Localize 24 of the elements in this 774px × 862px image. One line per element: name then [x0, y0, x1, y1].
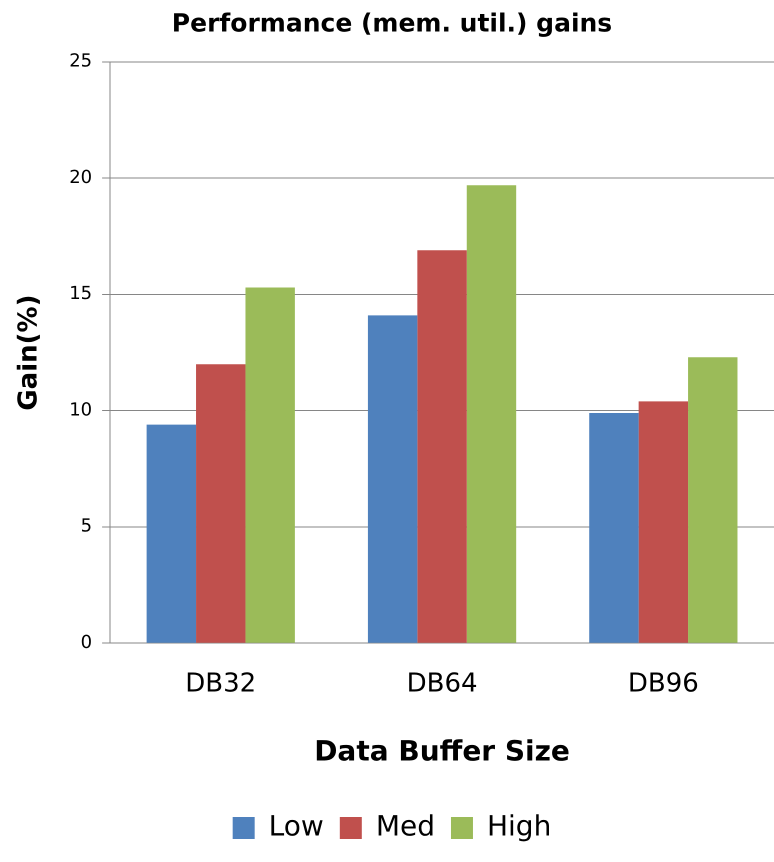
y-tick-label: 5: [80, 516, 92, 537]
bar: [245, 288, 295, 643]
bar: [589, 413, 639, 643]
y-tick-label: 10: [69, 399, 92, 420]
y-tick-label: 20: [69, 166, 92, 188]
bar: [417, 250, 467, 643]
x-tick-label: DB96: [628, 668, 699, 699]
y-tick-label: 0: [80, 632, 92, 653]
legend-label: Low: [268, 809, 324, 842]
bar: [146, 424, 196, 643]
y-tick-label: 25: [69, 50, 92, 72]
chart-title: Performance (mem. util.) gains: [172, 8, 612, 38]
legend-label: High: [486, 809, 552, 842]
y-axis-title: Gain(%): [13, 294, 44, 411]
bar: [368, 315, 418, 643]
legend-label: Med: [376, 809, 435, 842]
bar: [196, 364, 246, 643]
bar: [466, 185, 516, 643]
y-tick-label: 15: [69, 283, 92, 304]
x-tick-label: DB32: [185, 668, 256, 699]
bar: [638, 401, 688, 643]
bar: [688, 357, 738, 643]
x-axis-title: Data Buffer Size: [314, 734, 570, 768]
x-tick-label: DB64: [406, 668, 478, 699]
